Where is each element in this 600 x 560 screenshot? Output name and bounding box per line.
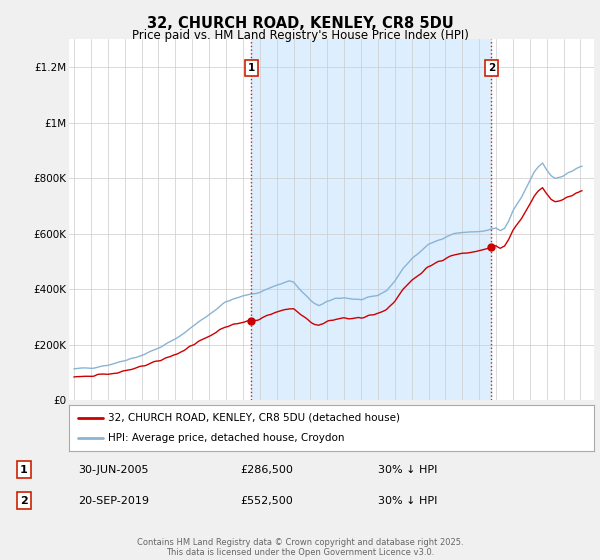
Text: 32, CHURCH ROAD, KENLEY, CR8 5DU: 32, CHURCH ROAD, KENLEY, CR8 5DU [146, 16, 454, 31]
Text: £286,500: £286,500 [240, 465, 293, 475]
Text: £552,500: £552,500 [240, 496, 293, 506]
Text: 32, CHURCH ROAD, KENLEY, CR8 5DU (detached house): 32, CHURCH ROAD, KENLEY, CR8 5DU (detach… [109, 413, 400, 423]
Text: 1: 1 [248, 63, 255, 73]
Text: 2: 2 [488, 63, 495, 73]
Bar [251, 39, 491, 400]
Text: 30% ↓ HPI: 30% ↓ HPI [378, 496, 437, 506]
Text: 1: 1 [20, 465, 28, 475]
Text: 30% ↓ HPI: 30% ↓ HPI [378, 465, 437, 475]
Text: 20-SEP-2019: 20-SEP-2019 [78, 496, 149, 506]
Text: Contains HM Land Registry data © Crown copyright and database right 2025.
This d: Contains HM Land Registry data © Crown c… [137, 538, 463, 557]
Text: HPI: Average price, detached house, Croydon: HPI: Average price, detached house, Croy… [109, 433, 345, 443]
Text: 30-JUN-2005: 30-JUN-2005 [78, 465, 149, 475]
Text: Price paid vs. HM Land Registry's House Price Index (HPI): Price paid vs. HM Land Registry's House … [131, 29, 469, 42]
Text: 2: 2 [20, 496, 28, 506]
